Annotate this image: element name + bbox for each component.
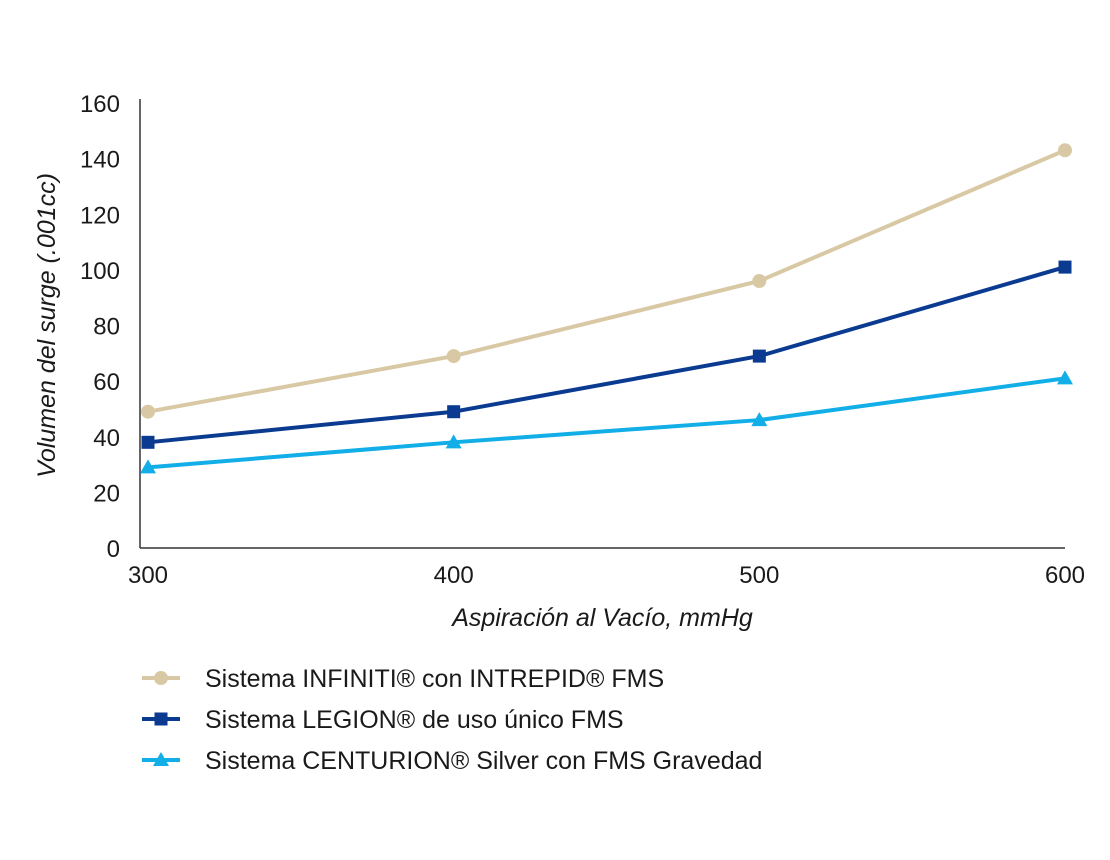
x-tick-label: 300 [128, 562, 168, 589]
data-point [446, 349, 461, 364]
legend-marker [153, 752, 169, 766]
legend-marker [154, 712, 168, 726]
data-point [141, 435, 155, 449]
series-1 [141, 143, 1072, 419]
series-3 [140, 370, 1073, 474]
legend-label: Sistema LEGION® de uso único FMS [205, 706, 624, 734]
legend-label: Sistema INFINITI® con INTREPID® FMS [205, 665, 664, 693]
series-layer [140, 143, 1073, 474]
data-point [751, 412, 768, 427]
x-tick-labels: 300 400 500 600 [128, 562, 1085, 589]
legend-item: Sistema CENTURION® Silver con FMS Graved… [142, 747, 762, 775]
y-tick-label: 100 [80, 258, 120, 285]
y-tick-label: 60 [93, 369, 120, 396]
y-tick-label: 160 [80, 91, 120, 118]
data-point [752, 349, 766, 363]
y-tick-label: 120 [80, 202, 120, 229]
y-axis-title: Volumen del surge (.001cc) [33, 173, 61, 478]
x-tick-label: 600 [1045, 562, 1085, 589]
y-tick-label: 0 [107, 536, 120, 563]
legend-marker [154, 671, 168, 685]
y-tick-label: 40 [93, 425, 120, 452]
legend-item: Sistema INFINITI® con INTREPID® FMS [142, 665, 664, 693]
series-line [147, 265, 1066, 445]
y-tick-label: 80 [93, 314, 120, 341]
y-tick-label: 20 [93, 480, 120, 507]
data-point [140, 459, 156, 474]
data-point [447, 405, 461, 419]
legend-item: Sistema LEGION® de uso único FMS [142, 706, 624, 734]
x-tick-label: 400 [434, 562, 474, 589]
data-point [1057, 370, 1073, 385]
y-tick-label: 140 [80, 147, 120, 174]
data-point [1058, 260, 1072, 274]
x-axis-title: Aspiración al Vacío, mmHg [450, 604, 753, 632]
series-line [147, 376, 1066, 470]
series-line [147, 148, 1066, 414]
legend-label: Sistema CENTURION® Silver con FMS Graved… [205, 747, 762, 775]
y-tick-labels: 0 20 40 60 80 100 120 140 160 [80, 91, 120, 563]
series-2 [141, 260, 1072, 449]
legend: Sistema INFINITI® con INTREPID® FMS Siste… [142, 665, 762, 775]
x-tick-label: 500 [739, 562, 779, 589]
axes [139, 99, 1065, 549]
data-point [752, 274, 767, 288]
data-point [141, 404, 155, 419]
data-point [445, 434, 462, 449]
data-point [1058, 143, 1072, 158]
